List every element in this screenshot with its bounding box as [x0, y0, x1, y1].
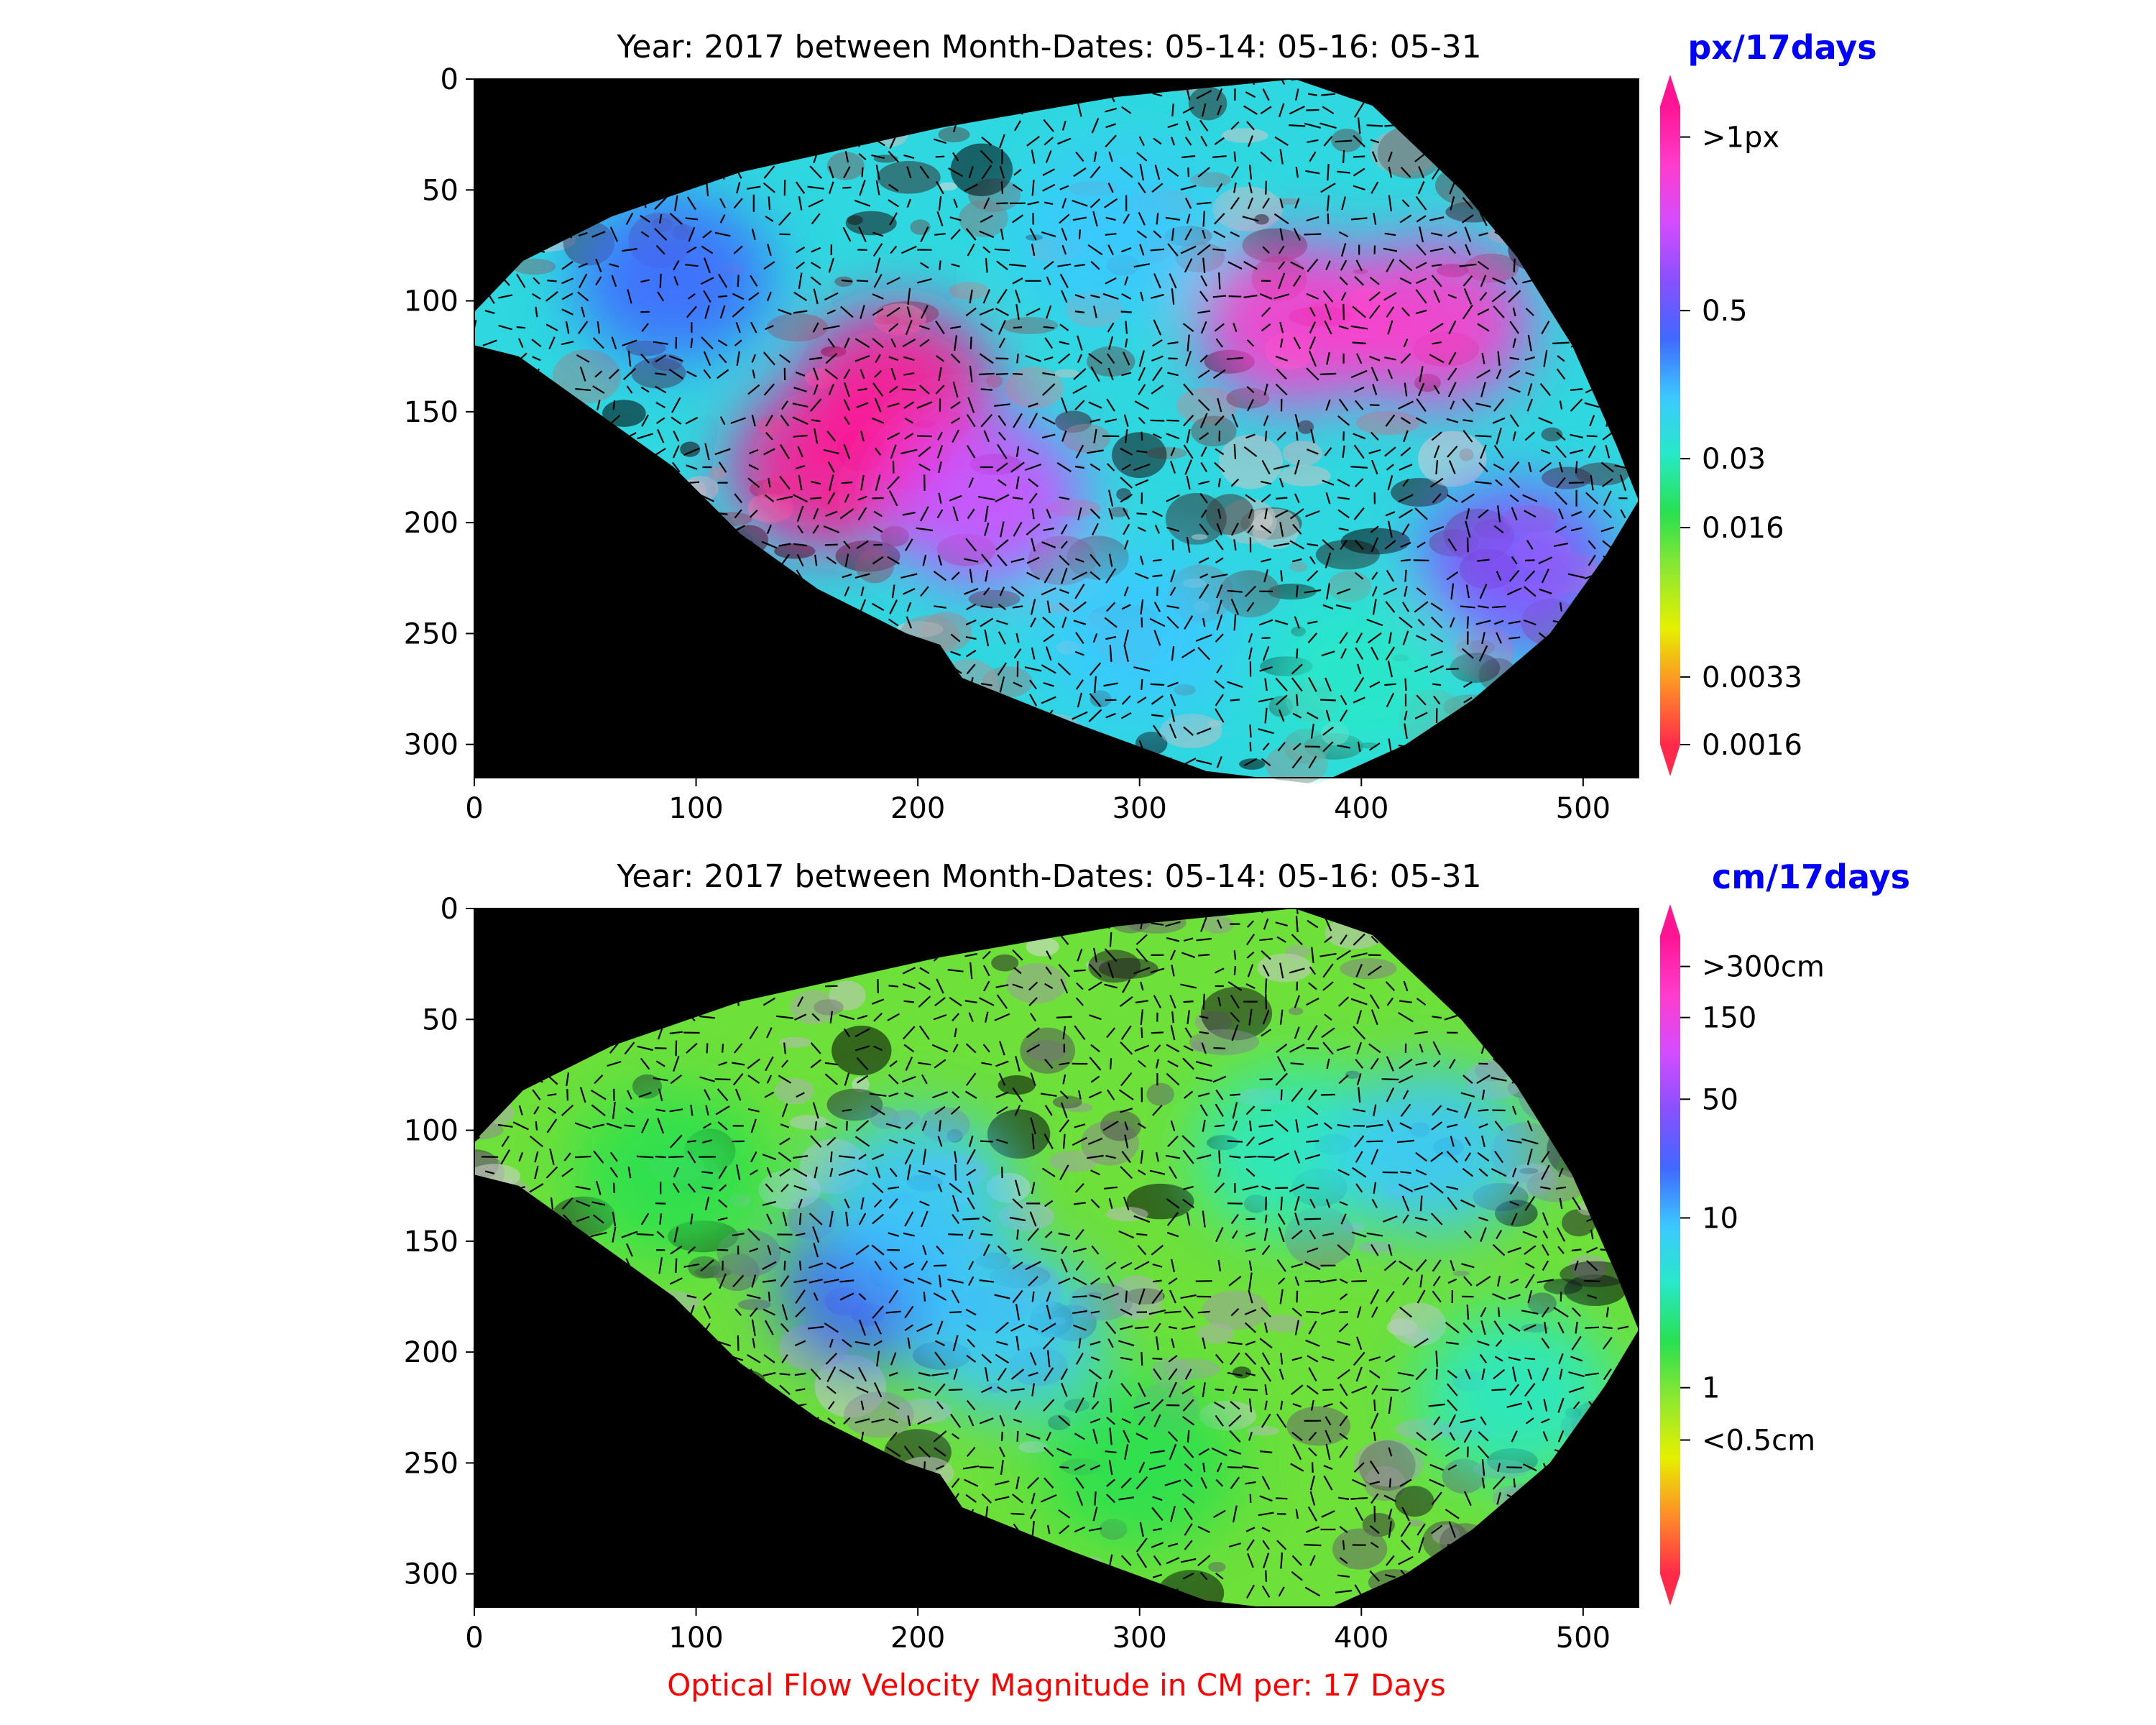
velocity-region: [1333, 239, 1531, 407]
y-tick-label: 0: [441, 63, 459, 96]
x-axis: 0 100 200 300 400 500: [465, 778, 1611, 825]
colorbar: >300cm 150 50 10 1 <0.5cm: [1660, 904, 1825, 1606]
x-tick-label: 400: [1334, 792, 1388, 825]
plot-area: [474, 78, 1639, 785]
y-tick-label: 300: [404, 729, 459, 762]
velocity-region: [885, 416, 1084, 584]
y-axis: 0 50 100 150 200 250 300: [404, 893, 474, 1591]
velocity-region: [1333, 1068, 1531, 1236]
colorbar-tick-label: 0.5: [1702, 295, 1748, 328]
velocity-region: [1018, 150, 1217, 318]
y-axis: 0 50 100 150 200 250 300: [404, 63, 474, 762]
panel-title: Year: 2017 between Month-Dates: 05-14: 0…: [616, 858, 1481, 895]
colorbar-tick-label: <0.5cm: [1702, 1425, 1815, 1458]
velocity-region: [907, 1246, 1106, 1414]
y-tick-label: 50: [422, 1003, 459, 1036]
velocity-panel-px: Year: 2017 between Month-Dates: 05-14: 0…: [404, 28, 1877, 825]
colorbar-tick-label: 10: [1702, 1202, 1738, 1235]
y-tick-label: 50: [422, 174, 459, 207]
colorbar-title: cm/17days: [1712, 857, 1910, 896]
x-tick-label: 300: [1112, 792, 1167, 825]
velocity-region: [729, 383, 929, 551]
x-tick-label: 100: [668, 1622, 723, 1655]
x-tick-label: 400: [1334, 1622, 1388, 1655]
footer-note: Optical Flow Velocity Magnitude in CM pe…: [667, 1668, 1446, 1703]
colorbar-tick-label: 50: [1702, 1083, 1738, 1116]
plot-area: [474, 908, 1639, 1614]
velocity-region: [819, 1113, 1017, 1281]
x-tick-label: 500: [1556, 792, 1611, 825]
colorbar-extend-min: [1660, 745, 1680, 776]
x-tick-label: 500: [1556, 1622, 1611, 1655]
y-tick-label: 100: [404, 285, 459, 318]
velocity-region: [575, 195, 773, 363]
x-axis: 0 100 200 300 400 500: [465, 1607, 1611, 1655]
y-tick-label: 300: [404, 1558, 459, 1591]
velocity-region: [1262, 594, 1461, 762]
panel-title: Year: 2017 between Month-Dates: 05-14: 0…: [616, 29, 1481, 65]
y-tick-label: 0: [441, 893, 459, 926]
velocity-regions: [575, 1068, 1616, 1547]
x-tick-label: 300: [1112, 1622, 1167, 1655]
axes-frame: [474, 78, 1639, 778]
y-tick-label: 250: [404, 617, 459, 650]
colorbar-extend-max: [1660, 904, 1680, 936]
x-tick-label: 0: [465, 792, 483, 825]
colorbar-gradient: [1660, 106, 1680, 745]
colorbar-title: px/17days: [1687, 28, 1876, 67]
colorbar-tick-label: 0.016: [1702, 512, 1784, 545]
y-tick-label: 200: [404, 1336, 459, 1369]
velocity-region: [1041, 1379, 1239, 1547]
velocity-region: [575, 1090, 773, 1259]
x-tick-label: 200: [890, 1622, 945, 1655]
colorbar-tick-label: 0.03: [1702, 443, 1766, 476]
y-tick-label: 100: [404, 1115, 459, 1148]
x-tick-label: 0: [465, 1622, 483, 1655]
axes-frame: [474, 908, 1639, 1608]
colorbar-extend-min: [1660, 1574, 1680, 1606]
y-tick-label: 250: [404, 1447, 459, 1480]
y-tick-label: 150: [404, 396, 459, 429]
x-tick-label: 100: [668, 792, 723, 825]
y-tick-label: 150: [404, 1225, 459, 1259]
colorbar-extend-max: [1660, 75, 1680, 106]
y-tick-label: 200: [404, 507, 459, 540]
velocity-panel-cm: Year: 2017 between Month-Dates: 05-14: 0…: [404, 857, 1910, 1655]
colorbar-tick-label: 0.0033: [1702, 661, 1802, 694]
colorbar-tick-label: >1px: [1702, 121, 1779, 155]
velocity-region: [1041, 549, 1239, 718]
colorbar-tick-label: 150: [1702, 1002, 1756, 1035]
colorbar-tick-label: >300cm: [1702, 951, 1825, 984]
colorbar-tick-label: 1: [1702, 1372, 1720, 1405]
x-tick-label: 200: [890, 792, 945, 825]
colorbar-tick-label: 0.0016: [1702, 729, 1802, 762]
colorbar: >1px 0.5 0.03 0.016 0.0033 0.0016: [1660, 75, 1802, 776]
colorbar-gradient: [1660, 936, 1680, 1574]
